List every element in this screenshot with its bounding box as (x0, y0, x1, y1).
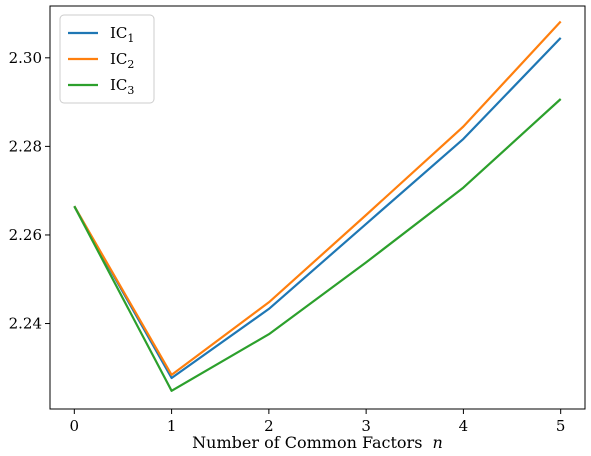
x-tick-label: 4 (459, 417, 469, 435)
x-axis: 0 1 2 3 4 5 (70, 409, 566, 435)
series-line-ic2 (73, 20, 562, 376)
series-lines (73, 20, 562, 392)
x-tick-label: 0 (70, 417, 80, 435)
y-tick-label: 2.24 (9, 315, 42, 333)
x-tick-label: 2 (264, 417, 274, 435)
plot-area (49, 5, 586, 410)
legend-box (59, 14, 155, 104)
x-axis-title: Number of Common Factors n (192, 433, 443, 452)
y-axis: 2.24 2.26 2.28 2.30 (9, 49, 50, 333)
legend-label-ic2: IC2 (110, 50, 134, 71)
y-tick-label: 2.28 (9, 137, 42, 155)
x-axis-title-variable: n (433, 433, 443, 452)
series-line-ic3 (73, 98, 562, 392)
y-tick-label: 2.26 (9, 226, 42, 244)
x-tick-label: 1 (167, 417, 177, 435)
series-line-ic1 (73, 37, 562, 380)
x-tick-label: 5 (556, 417, 566, 435)
x-tick-label: 3 (361, 417, 371, 435)
legend-label-ic1: IC1 (110, 24, 134, 45)
legend: IC1 IC2 IC3 (59, 14, 155, 104)
legend-label-ic3: IC3 (110, 76, 134, 97)
y-tick-label: 2.30 (9, 49, 42, 67)
x-axis-title-text: Number of Common Factors (192, 433, 422, 452)
